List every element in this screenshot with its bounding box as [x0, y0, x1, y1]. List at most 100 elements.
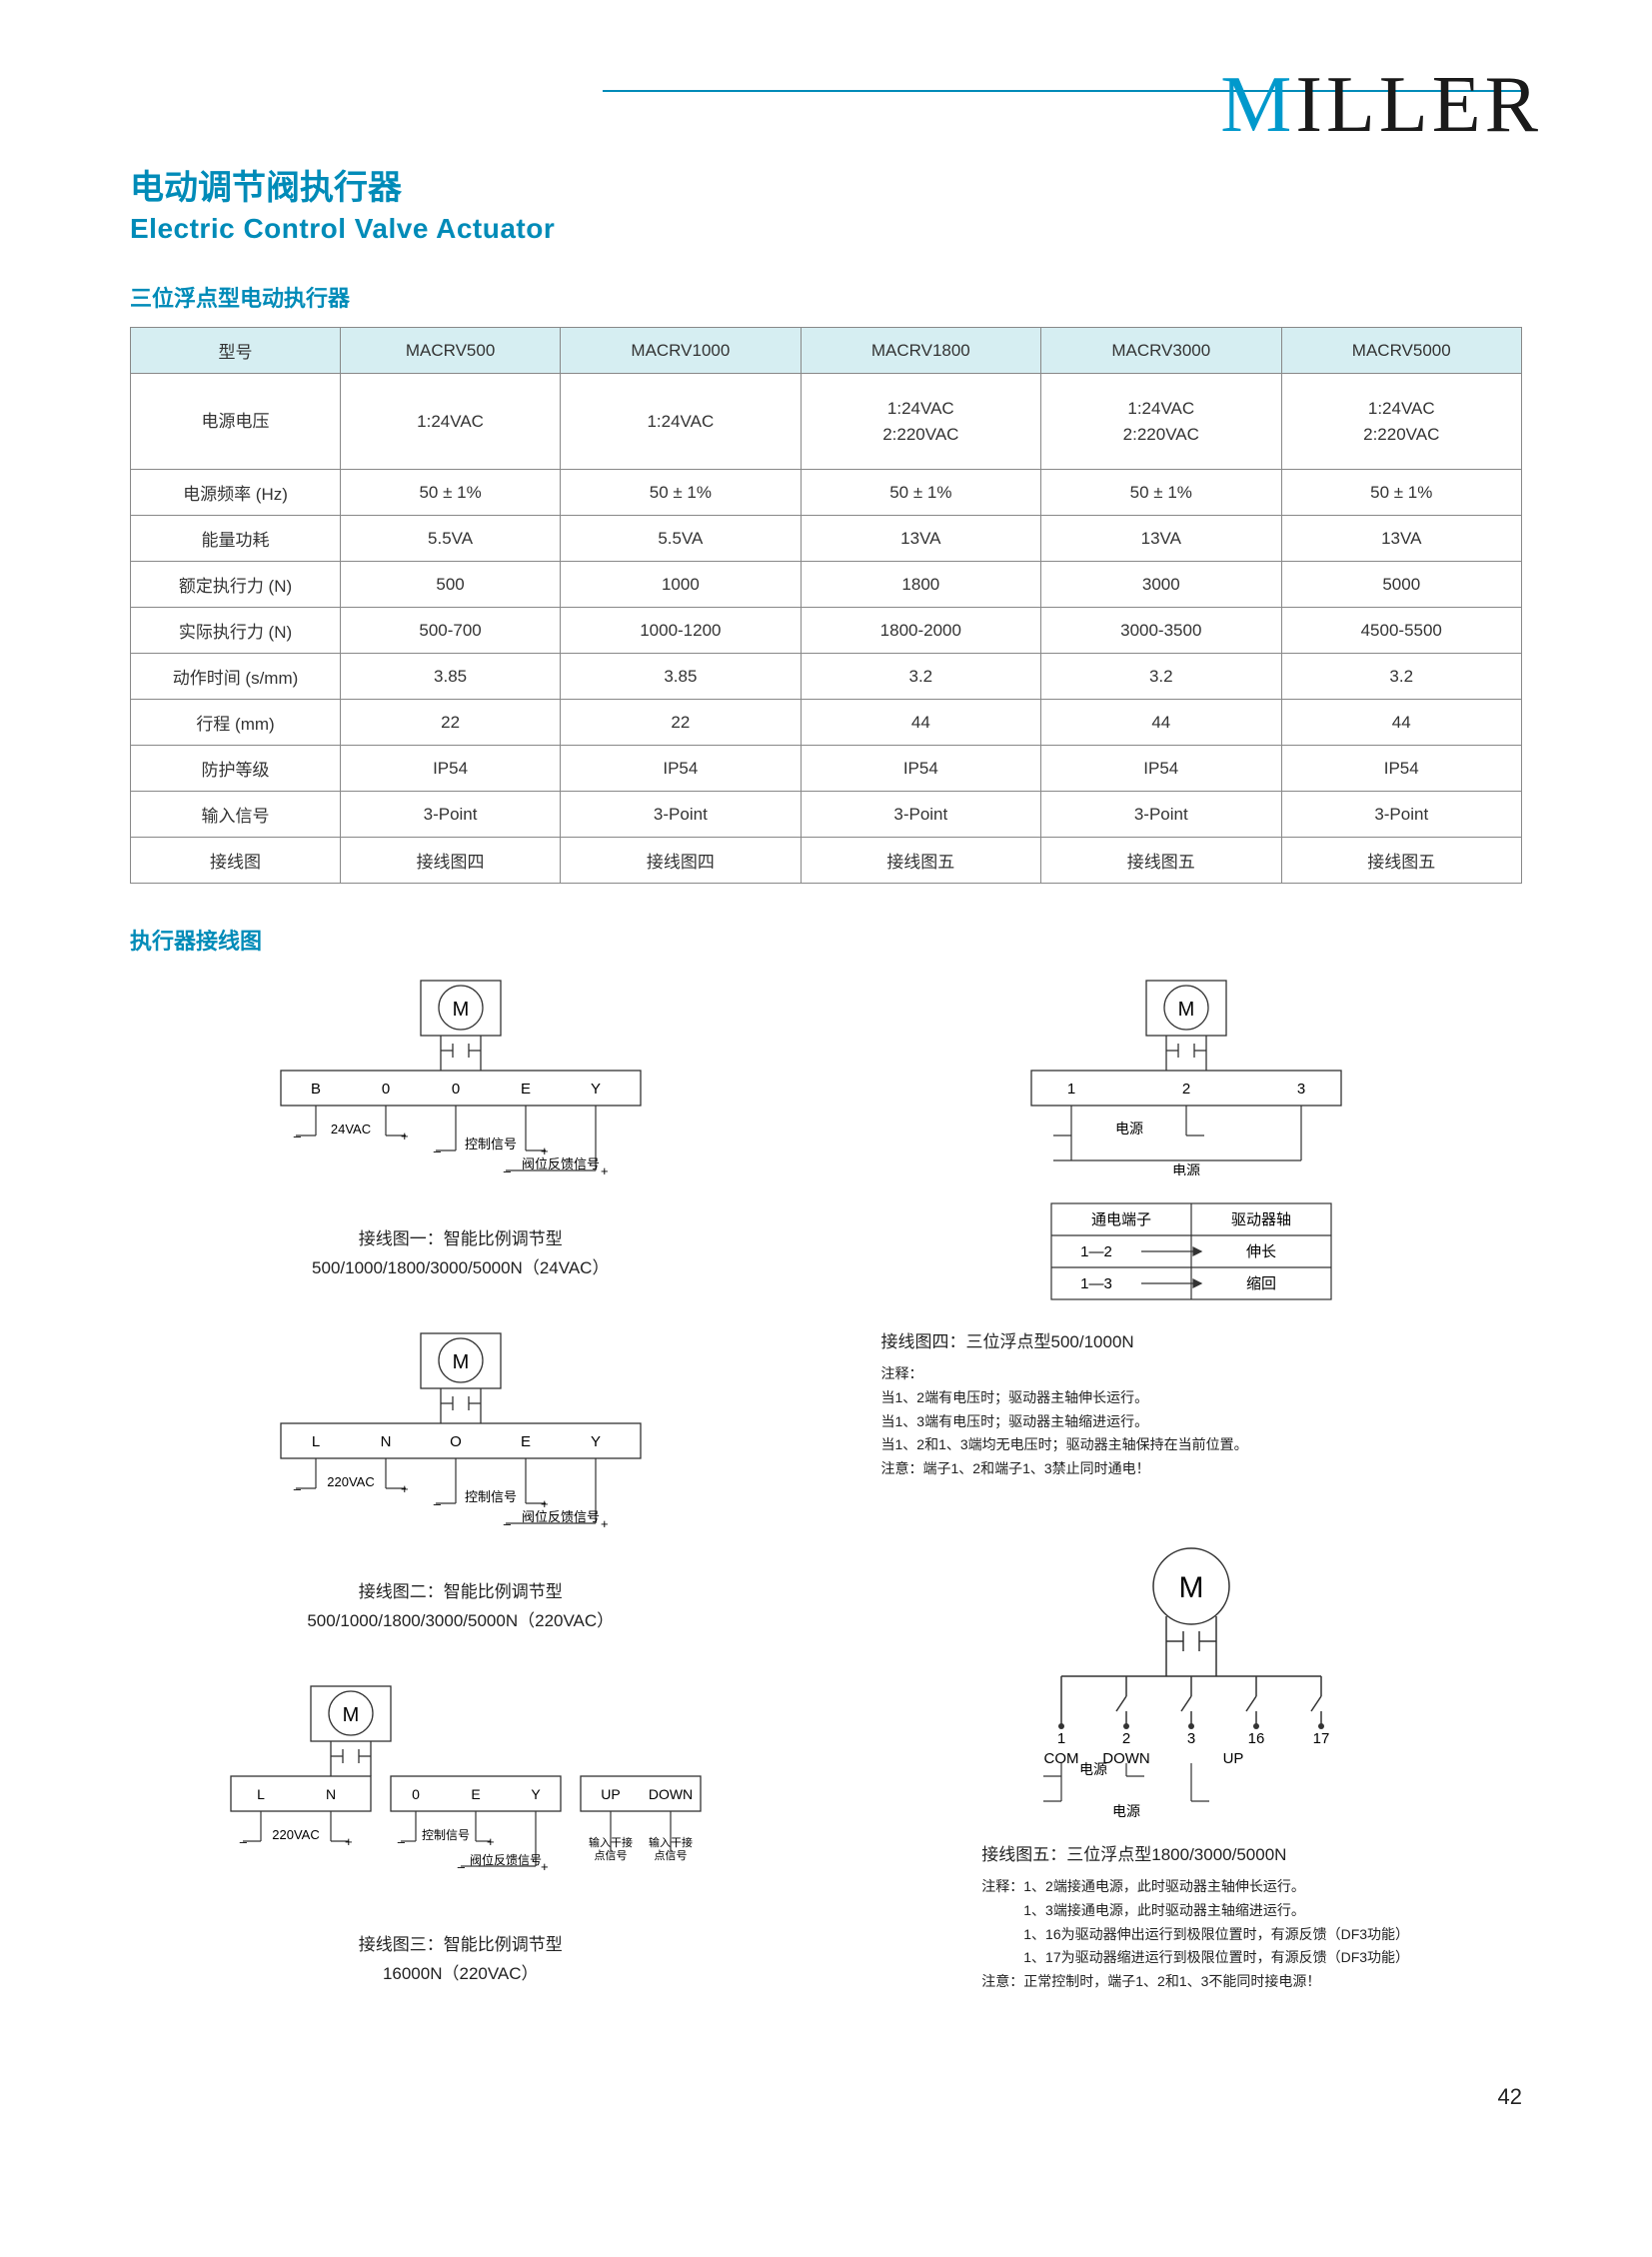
page-number: 42 [130, 2084, 1522, 2110]
svg-text:M: M [1179, 1571, 1204, 1604]
svg-text:–: – [504, 1516, 512, 1531]
svg-text:控制信号: 控制信号 [422, 1828, 470, 1842]
diagram-4-svg: M 123 电源 电源 [981, 976, 1401, 1175]
table-cell: 1000-1200 [561, 608, 801, 654]
svg-text:–: – [458, 1859, 466, 1874]
table-cell: 44 [801, 700, 1040, 746]
table-cell: 13VA [1041, 516, 1281, 562]
svg-text:+: + [401, 1481, 409, 1496]
diagram-5-title: 接线图五：三位浮点型1800/3000/5000N [981, 1840, 1421, 1865]
table-cell: 22 [561, 700, 801, 746]
svg-text:1: 1 [1067, 1081, 1075, 1098]
table-cell: 3-Point [801, 792, 1040, 838]
svg-text:–: – [398, 1834, 406, 1849]
svg-text:B: B [311, 1081, 321, 1098]
table-cell: 3-Point [1041, 792, 1281, 838]
svg-text:+: + [487, 1834, 495, 1849]
row-label: 实际执行力 (N) [131, 608, 341, 654]
table-cell: 500-700 [341, 608, 561, 654]
svg-text:2: 2 [1122, 1730, 1130, 1747]
svg-text:M: M [1178, 999, 1195, 1021]
logo-rest: ILLER [1295, 61, 1542, 149]
table-header: MACRV1000 [561, 328, 801, 374]
svg-text:M: M [452, 999, 469, 1021]
brand-logo: MILLER [1220, 60, 1542, 151]
table-cell: 1:24VAC [561, 374, 801, 470]
table-cell: 5.5VA [561, 516, 801, 562]
table-cell: 22 [341, 700, 561, 746]
svg-text:L: L [257, 1786, 265, 1802]
table-cell: 50 ± 1% [801, 470, 1040, 516]
note-line: 1、3端接通电源，此时驱动器主轴缩进运行。 [981, 1899, 1421, 1923]
table-cell: 4500-5500 [1281, 608, 1522, 654]
table-header: MACRV5000 [1281, 328, 1522, 374]
svg-text:16: 16 [1248, 1730, 1265, 1747]
spec-table: 型号MACRV500MACRV1000MACRV1800MACRV3000MAC… [130, 327, 1522, 884]
section-heading-1: 三位浮点型电动执行器 [130, 281, 1522, 313]
table-cell: 50 ± 1% [341, 470, 561, 516]
svg-text:阀位反馈信号: 阀位反馈信号 [470, 1852, 542, 1867]
svg-text:电源: 电源 [1079, 1761, 1107, 1777]
svg-text:电源: 电源 [1112, 1803, 1140, 1819]
section-heading-2: 执行器接线图 [130, 924, 1522, 956]
table-row: 接线图接线图四接线图四接线图五接线图五接线图五 [131, 838, 1522, 884]
svg-text:24VAC: 24VAC [331, 1122, 371, 1136]
svg-text:UP: UP [601, 1786, 620, 1802]
diagram-4-table: 通电端子 驱动器轴 1—2 伸长 1—3 缩回 [1041, 1198, 1341, 1308]
table-row: 额定执行力 (N)5001000180030005000 [131, 562, 1522, 608]
svg-text:0: 0 [452, 1081, 460, 1098]
diagram-3-svg: M LN0EYUPDOWN 220VAC –+ 控制信号 –+ 阀位反馈信号 –… [201, 1681, 721, 1911]
svg-text:+: + [601, 1163, 609, 1178]
note-line: 注意：正常控制时，端子1、2和1、3不能同时接电源！ [981, 1970, 1421, 1994]
svg-text:DOWN: DOWN [649, 1786, 693, 1802]
svg-text:点信号: 点信号 [594, 1849, 627, 1862]
svg-text:3: 3 [1297, 1081, 1305, 1098]
table-cell: 44 [1281, 700, 1522, 746]
svg-text:17: 17 [1313, 1730, 1330, 1747]
row-label: 额定执行力 (N) [131, 562, 341, 608]
row-label: 能量功耗 [131, 516, 341, 562]
wiring-diagram-2: M LNOEY 220VAC –+ 控制信号 –+ 阀位反馈信号 –+ 接线图二… [241, 1328, 681, 1631]
table-row: 实际执行力 (N)500-7001000-12001800-20003000-3… [131, 608, 1522, 654]
svg-text:E: E [521, 1081, 531, 1098]
diagram-5-svg: M 1231617 COMDOWNUP 电源 电源 [961, 1531, 1421, 1821]
table-cell: 3.2 [1041, 654, 1281, 700]
diagram-2-sub: 500/1000/1800/3000/5000N（220VAC） [241, 1606, 681, 1631]
table-row: 电源电压1:24VAC1:24VAC1:24VAC2:220VAC1:24VAC… [131, 374, 1522, 470]
table-cell: 3000 [1041, 562, 1281, 608]
table-cell: 5.5VA [341, 516, 561, 562]
table-cell: 3.85 [561, 654, 801, 700]
svg-text:1—3: 1—3 [1080, 1275, 1112, 1292]
note-line: 1、16为驱动器伸出运行到极限位置时，有源反馈（DF3功能） [981, 1923, 1421, 1947]
svg-text:驱动器轴: 驱动器轴 [1231, 1211, 1291, 1228]
note-line: 注释： [881, 1362, 1523, 1386]
table-cell: IP54 [1041, 746, 1281, 792]
row-label: 输入信号 [131, 792, 341, 838]
note-line: 当1、3端有电压时；驱动器主轴缩进运行。 [881, 1410, 1523, 1434]
svg-text:L: L [312, 1433, 320, 1450]
table-cell: IP54 [801, 746, 1040, 792]
row-label: 电源频率 (Hz) [131, 470, 341, 516]
svg-text:O: O [450, 1433, 462, 1450]
table-header: 型号 [131, 328, 341, 374]
page-title-en: Electric Control Valve Actuator [130, 213, 1522, 245]
diagram-1-title: 接线图一：智能比例调节型 [241, 1224, 681, 1249]
svg-text:Y: Y [591, 1433, 601, 1450]
svg-text:–: – [434, 1496, 442, 1511]
svg-text:电源: 电源 [1172, 1162, 1200, 1175]
diagram-2-title: 接线图二：智能比例调节型 [241, 1577, 681, 1602]
diagram-3-sub: 16000N（220VAC） [201, 1959, 721, 1984]
table-cell: 接线图五 [1041, 838, 1281, 884]
svg-text:缩回: 缩回 [1246, 1275, 1276, 1292]
svg-text:+: + [541, 1859, 549, 1874]
table-row: 防护等级IP54IP54IP54IP54IP54 [131, 746, 1522, 792]
svg-text:控制信号: 控制信号 [465, 1489, 517, 1504]
table-cell: 3-Point [341, 792, 561, 838]
svg-text:输入干接: 输入干接 [589, 1835, 633, 1849]
table-row: 电源频率 (Hz)50 ± 1%50 ± 1%50 ± 1%50 ± 1%50 … [131, 470, 1522, 516]
table-cell: 500 [341, 562, 561, 608]
table-row: 动作时间 (s/mm)3.853.853.23.23.2 [131, 654, 1522, 700]
diagram-4-title: 接线图四：三位浮点型500/1000N [881, 1327, 1523, 1352]
table-cell: 3-Point [1281, 792, 1522, 838]
table-header: MACRV3000 [1041, 328, 1281, 374]
